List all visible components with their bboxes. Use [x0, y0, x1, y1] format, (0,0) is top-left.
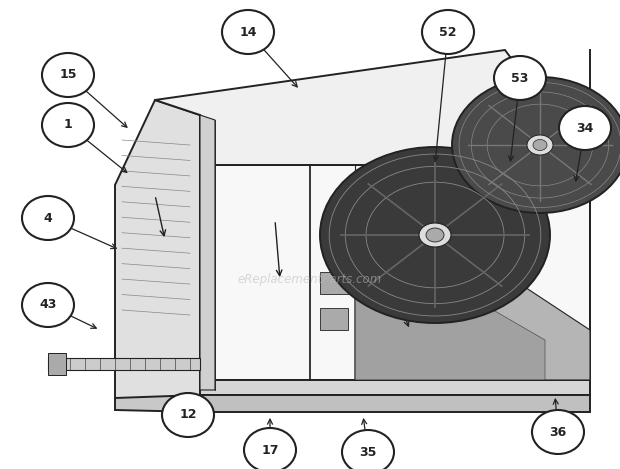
- Text: 35: 35: [360, 446, 377, 459]
- Ellipse shape: [22, 196, 74, 240]
- Ellipse shape: [426, 228, 444, 242]
- Ellipse shape: [532, 410, 584, 454]
- Bar: [320, 308, 348, 330]
- Text: 15: 15: [60, 68, 77, 82]
- Ellipse shape: [422, 10, 474, 54]
- Ellipse shape: [42, 53, 94, 97]
- Ellipse shape: [527, 135, 553, 155]
- Text: 12: 12: [179, 408, 197, 422]
- Text: 43: 43: [39, 298, 56, 311]
- Polygon shape: [200, 395, 590, 412]
- Text: eReplacementParts.com: eReplacementParts.com: [238, 273, 382, 287]
- Polygon shape: [115, 100, 200, 405]
- Ellipse shape: [533, 139, 547, 151]
- Text: 36: 36: [549, 425, 567, 439]
- Ellipse shape: [320, 147, 550, 323]
- Ellipse shape: [452, 77, 620, 213]
- Ellipse shape: [559, 106, 611, 150]
- Ellipse shape: [419, 223, 451, 247]
- Text: 4: 4: [43, 212, 52, 225]
- Ellipse shape: [222, 10, 274, 54]
- Ellipse shape: [22, 283, 74, 327]
- Ellipse shape: [244, 428, 296, 469]
- Text: 17: 17: [261, 444, 279, 456]
- Text: 34: 34: [577, 121, 594, 135]
- Ellipse shape: [162, 393, 214, 437]
- Text: 53: 53: [512, 71, 529, 84]
- Polygon shape: [200, 165, 590, 380]
- Ellipse shape: [42, 103, 94, 147]
- Text: 52: 52: [439, 25, 457, 38]
- Text: 1: 1: [64, 119, 73, 131]
- Ellipse shape: [494, 56, 546, 100]
- Polygon shape: [355, 230, 545, 380]
- Polygon shape: [355, 175, 590, 380]
- Ellipse shape: [342, 430, 394, 469]
- Polygon shape: [48, 358, 200, 370]
- Bar: [48, 353, 66, 375]
- Text: 14: 14: [239, 25, 257, 38]
- Polygon shape: [155, 50, 590, 165]
- Polygon shape: [200, 380, 590, 395]
- Bar: [320, 272, 348, 294]
- Polygon shape: [115, 395, 200, 412]
- Polygon shape: [200, 115, 215, 390]
